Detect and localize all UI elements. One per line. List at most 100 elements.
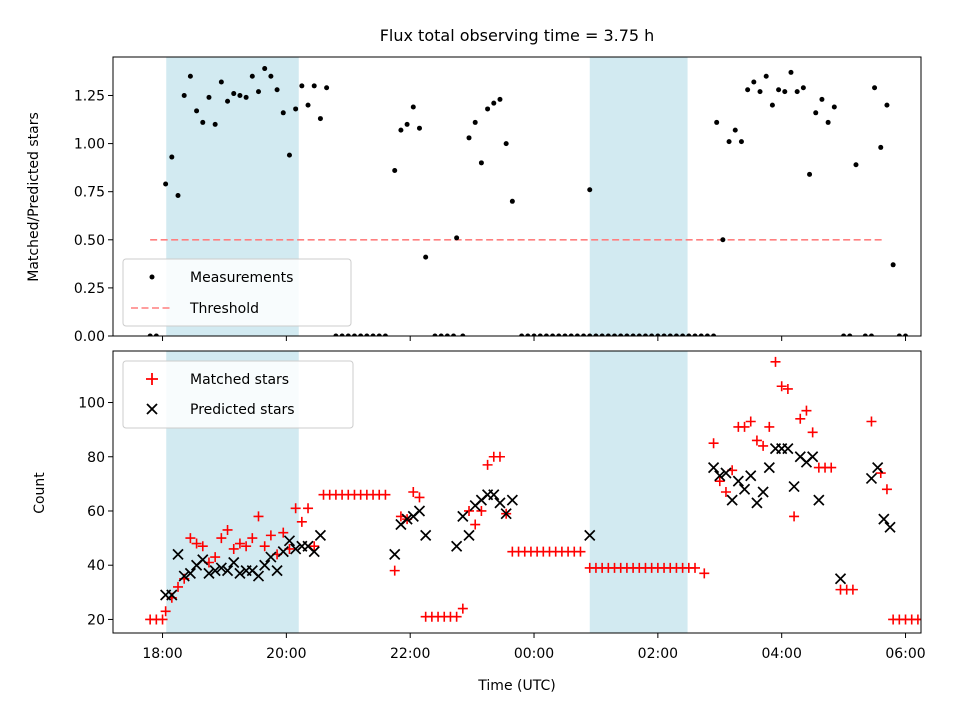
measurement-point <box>423 254 429 260</box>
measurement-point <box>194 108 200 114</box>
measurement-point <box>587 187 593 193</box>
bottom-legend-box <box>122 360 354 429</box>
predicted-star-point <box>751 497 763 509</box>
x-tick-label: 04:00 <box>762 646 802 662</box>
matched-star-point <box>185 533 196 544</box>
measurement-point <box>847 333 853 336</box>
measurement-point <box>831 104 837 110</box>
y-tick-label: 0.75 <box>74 185 105 201</box>
matched-star-point <box>290 503 301 514</box>
shaded-interval <box>589 57 688 336</box>
measurement-point <box>243 94 249 100</box>
predicted-star-point <box>228 556 240 569</box>
measurement-point <box>868 333 874 336</box>
matched-star-point <box>173 581 184 592</box>
measurement-point <box>175 193 181 199</box>
measurement-point <box>593 333 599 336</box>
matched-star-point <box>482 459 493 470</box>
measurement-point <box>212 121 218 127</box>
measurement-point <box>692 333 698 336</box>
predicted-star-point <box>463 529 475 541</box>
measurement-point <box>776 87 782 93</box>
predicted-star-point <box>726 494 738 506</box>
predicted-star-point <box>707 461 720 474</box>
predicted-star-point <box>584 529 596 541</box>
matched-star-point <box>956 614 960 624</box>
legend-measurements-label: Measurements <box>190 270 293 286</box>
predicted-star-point <box>234 567 246 579</box>
measurement-points <box>147 66 909 336</box>
measurement-point <box>345 333 351 336</box>
matched-star-point <box>758 440 769 451</box>
matched-star-point <box>451 611 462 622</box>
legend-measurements-marker <box>149 274 155 280</box>
measurement-point <box>618 333 624 336</box>
measurement-point <box>807 171 813 177</box>
measurement-point <box>519 333 525 336</box>
measurement-point <box>649 333 655 336</box>
x-tick-label: 18:00 <box>142 646 182 662</box>
measurement-point <box>497 96 503 102</box>
matched-star-point <box>494 451 505 462</box>
x-tick-label: 02:00 <box>638 646 678 662</box>
matched-star-point <box>764 421 775 432</box>
measurement-point <box>225 98 231 104</box>
y-tick-label: 100 <box>78 396 105 412</box>
matched-star-point <box>881 484 892 495</box>
measurement-point <box>491 100 497 106</box>
measurement-point <box>788 69 794 75</box>
predicted-star-point <box>197 554 209 566</box>
measurement-point <box>543 333 549 336</box>
measurement-point <box>655 333 661 336</box>
matched-star-point <box>470 519 481 530</box>
measurement-point <box>382 333 388 336</box>
measurement-point <box>324 85 330 91</box>
predicted-star-point <box>420 529 432 541</box>
measurement-point <box>181 92 187 98</box>
predicted-star-point <box>457 510 469 523</box>
bottom-panel: 20 40 60 80 100 18:00 20:00 22:00 00:00 02:00 04:… <box>32 350 960 694</box>
predicted-star-point <box>488 489 500 501</box>
matched-star-point <box>457 603 468 614</box>
top-y-ticks: 0.00 0.25 0.50 0.75 1.00 1.25 <box>74 88 113 345</box>
measurement-point <box>299 83 305 89</box>
measurement-point <box>358 333 364 336</box>
matched-star-point <box>714 476 725 487</box>
predicted-star-point <box>308 546 320 558</box>
measurement-point <box>751 79 757 85</box>
matched-star-point <box>720 487 731 497</box>
y-tick-label: 60 <box>87 504 105 520</box>
predicted-star-point <box>221 565 234 577</box>
measurement-point <box>732 127 738 133</box>
matched-star-point <box>795 413 806 424</box>
measurement-point <box>667 333 673 336</box>
predicted-star-point <box>166 589 178 601</box>
measurement-point <box>884 102 890 108</box>
measurement-point <box>376 333 382 336</box>
measurement-point <box>444 333 450 336</box>
measurement-point <box>587 333 593 336</box>
measurement-point <box>237 92 243 98</box>
matched-star-point <box>944 614 954 624</box>
matched-star-point <box>303 503 314 514</box>
predicted-star-point <box>389 548 401 560</box>
measurement-point <box>599 333 605 336</box>
measurement-point <box>757 89 763 95</box>
bottom-y-axis-label: Count <box>32 472 48 514</box>
measurement-point <box>673 333 679 336</box>
bottom-axes-frame <box>112 350 922 634</box>
matched-star-point <box>575 546 586 557</box>
matched-star-point <box>789 511 800 522</box>
measurement-point <box>280 110 286 116</box>
y-tick-label: 0.00 <box>74 329 105 345</box>
predicted-star-point <box>271 565 283 577</box>
matched-star-point <box>925 614 935 624</box>
predicted-star-point <box>745 470 757 482</box>
predicted-star-point <box>813 494 825 506</box>
measurement-point <box>825 119 831 125</box>
predicted-star-point <box>290 543 302 555</box>
matched-star-point <box>210 552 221 563</box>
y-tick-label: 0.25 <box>74 281 105 297</box>
matched-star-point <box>739 421 750 432</box>
